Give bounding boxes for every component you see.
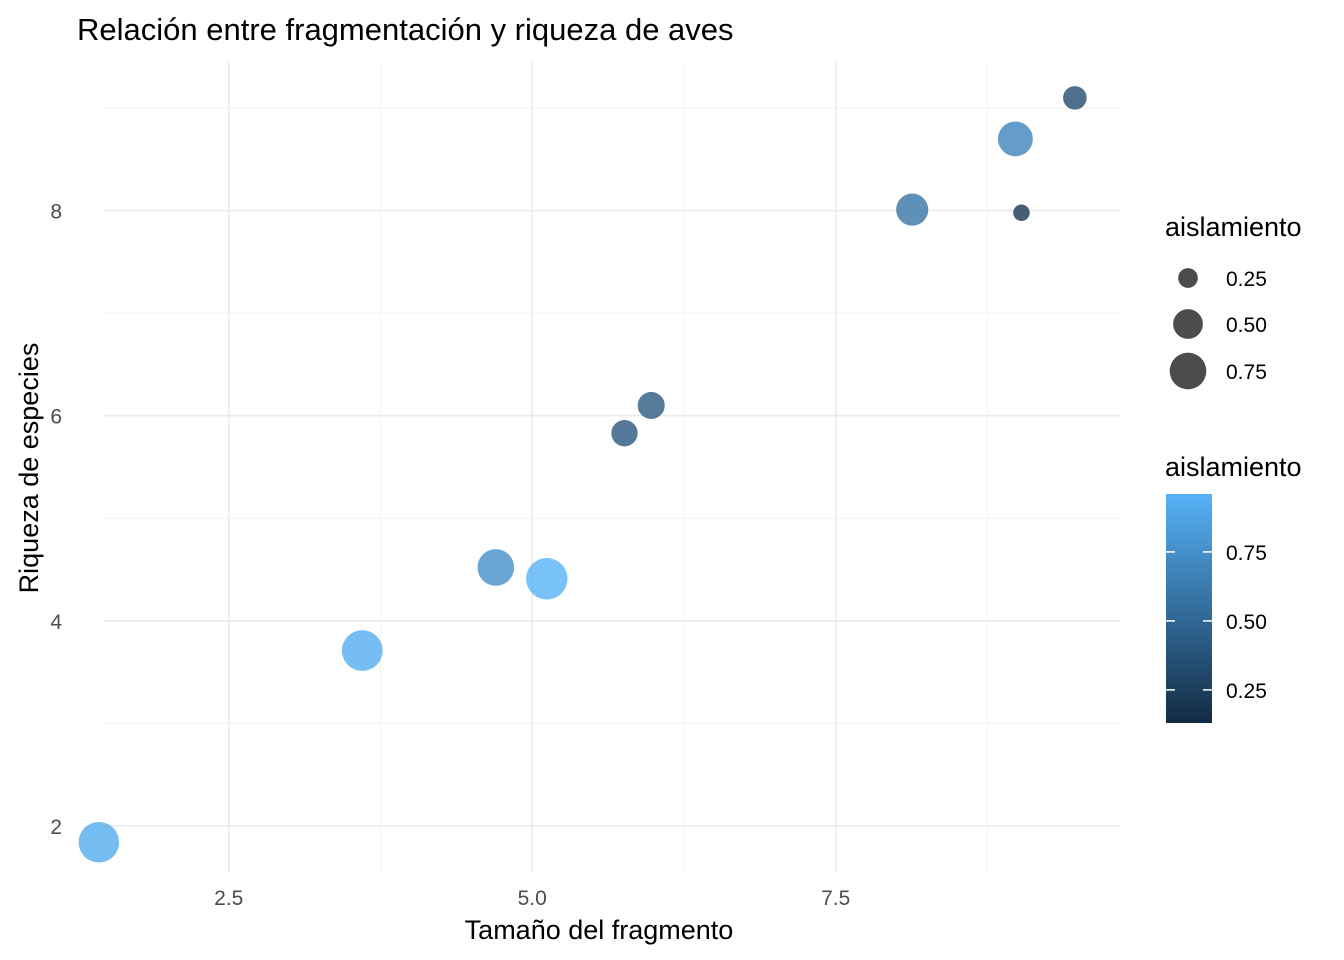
data-point: [611, 419, 638, 447]
data-point: [896, 193, 929, 226]
size-legend-items: 0.25 0.50 0.75: [1169, 268, 1267, 390]
color-legend-title: aislamiento: [1165, 452, 1302, 482]
grid: [104, 62, 1121, 872]
y-tick-label: 4: [50, 611, 62, 634]
data-point: [997, 121, 1033, 157]
y-axis-ticks: 2 4 6 8: [50, 201, 62, 839]
size-legend-label: 0.50: [1226, 314, 1267, 337]
data-point: [341, 630, 383, 671]
x-tick-label: 2.5: [214, 887, 243, 910]
y-tick-label: 8: [50, 201, 62, 224]
y-tick-label: 6: [50, 406, 62, 429]
x-tick-label: 7.5: [821, 887, 850, 910]
color-legend-ticks: 0.25 0.50 0.75: [1166, 542, 1267, 703]
data-point: [1013, 204, 1030, 222]
color-legend: aislamiento 0.25 0.50 0.75: [1165, 452, 1302, 723]
size-legend-label: 0.25: [1226, 268, 1267, 291]
chart-title: Relación entre fragmentación y riqueza d…: [77, 12, 734, 47]
color-legend-label: 0.25: [1226, 680, 1267, 703]
size-legend-key: [1169, 352, 1207, 390]
size-legend-key: [1178, 268, 1198, 288]
size-legend-label: 0.75: [1226, 361, 1267, 384]
data-point: [1063, 86, 1087, 110]
color-legend-label: 0.75: [1226, 542, 1267, 565]
y-tick-label: 2: [50, 816, 62, 839]
color-legend-label: 0.50: [1226, 611, 1267, 634]
data-points: [78, 86, 1087, 863]
data-point: [637, 391, 665, 420]
data-point: [477, 549, 515, 586]
color-legend-bar: [1166, 494, 1212, 723]
x-tick-label: 5.0: [518, 887, 547, 910]
x-axis-ticks: 2.5 5.0 7.5: [214, 887, 850, 910]
size-legend: aislamiento 0.25 0.50 0.75: [1165, 212, 1302, 390]
data-point: [78, 821, 120, 863]
size-legend-title: aislamiento: [1165, 212, 1302, 242]
x-axis-title: Tamaño del fragmento: [465, 915, 734, 945]
y-axis-title: Riqueza de especies: [14, 343, 44, 594]
data-point: [526, 558, 568, 600]
size-legend-key: [1173, 309, 1203, 339]
